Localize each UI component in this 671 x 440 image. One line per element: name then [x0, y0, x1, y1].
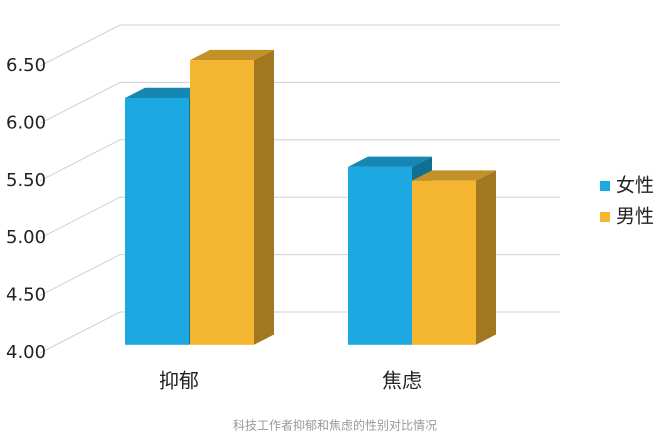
y-tick-label: 4.00 [6, 342, 46, 363]
bar [125, 97, 189, 345]
x-tick-label: 抑郁 [159, 369, 199, 393]
legend-label: 男性 [616, 206, 654, 228]
grid-line [39, 24, 560, 67]
legend-label: 女性 [616, 175, 654, 197]
y-tick-label: 4.50 [6, 285, 46, 306]
y-tick-label: 6.50 [6, 55, 46, 76]
bar-top [348, 156, 432, 167]
bar-side [254, 49, 274, 345]
grid-line [39, 139, 560, 182]
bar-top [412, 170, 496, 181]
bar [412, 180, 476, 345]
bar-top [190, 49, 274, 61]
grid-line [39, 81, 560, 124]
y-tick-label: 5.00 [6, 227, 46, 248]
caption: 科技工作者抑郁和焦虑的性别对比情况 [233, 418, 437, 433]
bar [348, 166, 412, 345]
legend-swatch [600, 181, 610, 191]
y-tick-label: 6.00 [6, 112, 46, 133]
bar [190, 60, 254, 345]
legend-swatch [600, 212, 610, 222]
y-tick-label: 5.50 [6, 170, 46, 191]
bar-side [476, 170, 496, 345]
bar-top [125, 87, 209, 98]
x-tick-label: 焦虑 [382, 369, 422, 393]
